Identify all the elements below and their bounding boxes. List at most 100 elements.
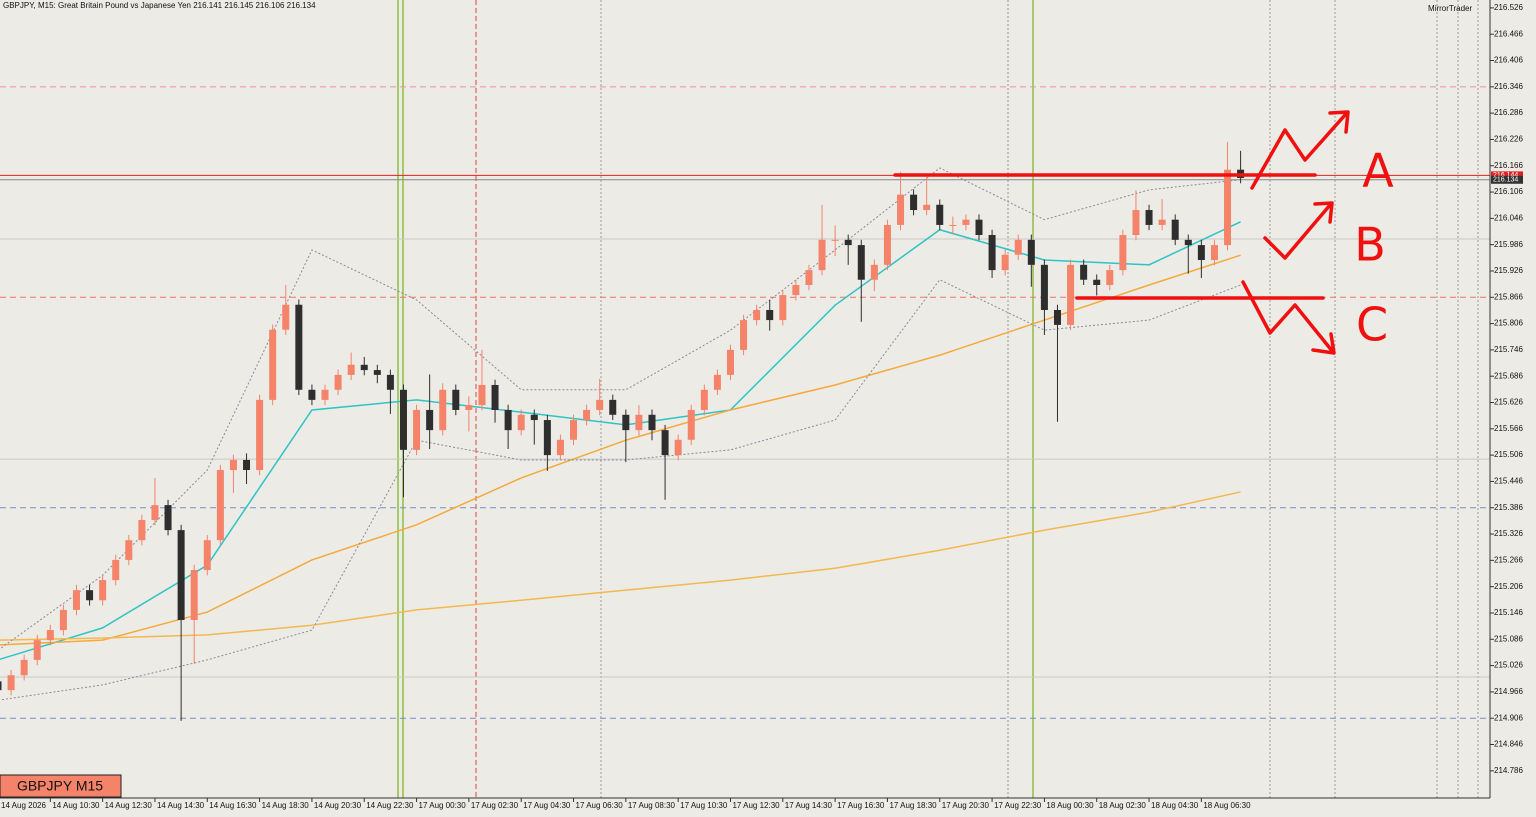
candle-body	[7, 675, 15, 691]
y-tick-label: 214.786	[1494, 766, 1523, 775]
y-tick-label: 216.406	[1494, 56, 1523, 65]
x-tick-label: 18 Aug 06:30	[1203, 801, 1251, 810]
candle-body	[269, 329, 277, 400]
candle-body	[33, 640, 41, 660]
candle-body	[570, 420, 578, 440]
x-tick-label: 17 Aug 04:30	[523, 801, 571, 810]
indicator-line	[0, 167, 1241, 650]
y-tick-label: 215.626	[1494, 398, 1523, 407]
candle-body	[386, 374, 394, 390]
candle-body	[556, 439, 564, 456]
watermark: MirrorTrader	[1428, 4, 1472, 13]
y-tick-label: 215.266	[1494, 555, 1523, 564]
x-tick-label: 17 Aug 16:30	[837, 801, 885, 810]
y-tick-label: 215.746	[1494, 345, 1523, 354]
candle-body	[740, 320, 748, 350]
candle-body	[321, 389, 329, 400]
candle-body	[962, 219, 970, 225]
x-tick-label: 17 Aug 22:30	[994, 801, 1042, 810]
candle-body	[439, 389, 447, 431]
x-tick-label: 17 Aug 12:30	[732, 801, 780, 810]
candle-body	[151, 505, 159, 521]
candle-body	[583, 409, 591, 421]
candle-body	[949, 224, 957, 226]
candle-body	[373, 370, 381, 375]
candle-body	[125, 540, 133, 560]
x-tick-label: 17 Aug 02:30	[471, 801, 519, 810]
y-tick-label: 215.566	[1494, 424, 1523, 433]
y-tick-label: 215.386	[1494, 503, 1523, 512]
candle-body	[635, 414, 643, 431]
y-tick-label: 215.206	[1494, 582, 1523, 591]
candle-body	[86, 590, 94, 601]
candle-body	[229, 459, 237, 471]
candle-body	[975, 219, 983, 236]
candle-body	[1093, 279, 1101, 285]
x-tick-label: 18 Aug 02:30	[1099, 801, 1147, 810]
chart-title: GBPJPY, M15: Great Britain Pound vs Japa…	[3, 1, 316, 10]
y-tick-label: 214.906	[1494, 713, 1523, 722]
candle-body	[805, 270, 813, 285]
candle-body	[203, 540, 211, 570]
candle-body	[844, 239, 852, 246]
candle-body	[648, 414, 656, 431]
annotation-label: C	[1356, 298, 1388, 352]
candle-body	[504, 409, 512, 431]
candle-body	[1171, 219, 1179, 240]
annotation-label: B	[1354, 218, 1386, 272]
candle-body	[1080, 264, 1088, 280]
annotations	[893, 110, 1350, 355]
x-tick-label: 17 Aug 08:30	[628, 801, 676, 810]
y-tick-label: 216.106	[1494, 187, 1523, 196]
x-tick-label: 14 Aug 2026	[1, 801, 46, 810]
candle-body	[46, 630, 54, 641]
candle-body	[491, 384, 499, 410]
candle-body	[138, 520, 146, 541]
arrow-a	[1250, 110, 1350, 190]
candle-body	[700, 389, 708, 410]
candle-body	[1106, 270, 1114, 285]
candle-body	[713, 374, 721, 390]
symbol-label: GBPJPY M15	[17, 778, 103, 794]
candle-body	[857, 245, 865, 280]
x-tick-label: 14 Aug 14:30	[157, 801, 205, 810]
candle-body	[609, 399, 617, 415]
candle-body	[831, 239, 839, 241]
candle-body	[988, 235, 996, 271]
candle-body	[622, 414, 630, 431]
annotation-label: A	[1362, 144, 1394, 198]
candle-body	[190, 570, 198, 620]
arrow-c	[1241, 280, 1336, 355]
candle-body	[452, 389, 460, 410]
candle-body	[0, 681, 2, 691]
candle-body	[792, 285, 800, 296]
y-tick-label: 215.926	[1494, 266, 1523, 275]
x-tick-label: 17 Aug 10:30	[680, 801, 728, 810]
y-tick-label: 215.146	[1494, 608, 1523, 617]
y-tick-label: 216.046	[1494, 213, 1523, 222]
candle-body	[413, 409, 421, 450]
candle-body	[897, 194, 905, 225]
y-tick-label: 216.166	[1494, 161, 1523, 170]
price-label-box	[1491, 175, 1523, 184]
vertical-lines	[397, 0, 1479, 798]
x-tick-label: 14 Aug 16:30	[209, 801, 257, 810]
candle-body	[243, 459, 251, 471]
candle-body	[1145, 210, 1153, 225]
candle-body	[1224, 169, 1232, 246]
y-tick-label: 216.346	[1494, 82, 1523, 91]
candle-body	[1132, 210, 1140, 236]
y-tick-label: 215.326	[1494, 529, 1523, 538]
candle-body	[1158, 219, 1166, 225]
candle-body	[779, 295, 787, 321]
candle-body	[1027, 239, 1035, 265]
x-tick-label: 14 Aug 22:30	[366, 801, 414, 810]
candle-body	[216, 470, 224, 541]
x-tick-label: 14 Aug 18:30	[262, 801, 310, 810]
candle-body	[1014, 239, 1022, 255]
candle-body	[674, 439, 682, 456]
y-tick-label: 214.966	[1494, 687, 1523, 696]
candle-body	[72, 590, 80, 610]
